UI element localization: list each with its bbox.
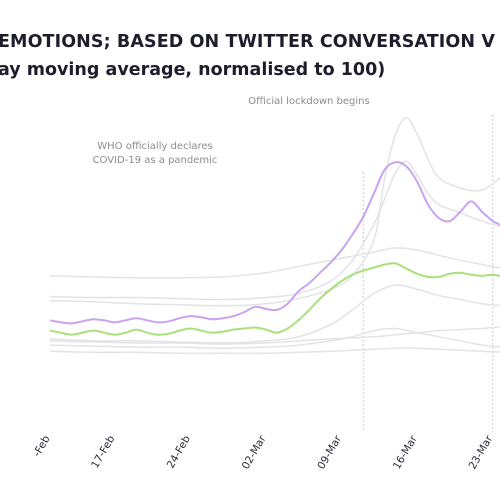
annotation-text: Official lockdown begins [248,96,369,107]
x-tick-label: 16-Mar [391,433,420,472]
x-tick-label: 24-Feb [165,433,193,470]
event-markers [362,115,494,432]
background-series-line [49,327,500,349]
background-series-line [49,284,500,344]
x-tick-label: 09-Mar [315,433,344,472]
background-series-line [49,347,500,355]
annotation-text: WHO officially declares [97,141,212,152]
annotation-text: COVID-19 as a pandemic [93,155,218,166]
x-tick-label: -Feb [31,433,53,459]
background-series-line [49,160,500,301]
background-series-line [49,247,500,279]
x-tick-label: 02-Mar [240,433,269,472]
background-series-line [49,326,500,345]
x-tick-label: 17-Feb [89,433,117,470]
chart-title: EMOTIONS; BASED ON TWITTER CONVERSATION … [0,32,495,52]
background-series-line [49,116,500,307]
highlight-series-line [49,161,500,325]
chart-subtitle: ay moving average, normalised to 100) [0,60,386,80]
annotations: WHO officially declares COVID-19 as a pan… [93,96,370,166]
x-tick-label: 23-Mar [467,433,496,472]
series-lines [49,116,500,355]
highlight-series-line [49,262,500,336]
x-axis-ticks: -Feb 17-Feb 24-Feb 02-Mar 09-Mar 16-Mar 23-Mar… [31,433,496,472]
